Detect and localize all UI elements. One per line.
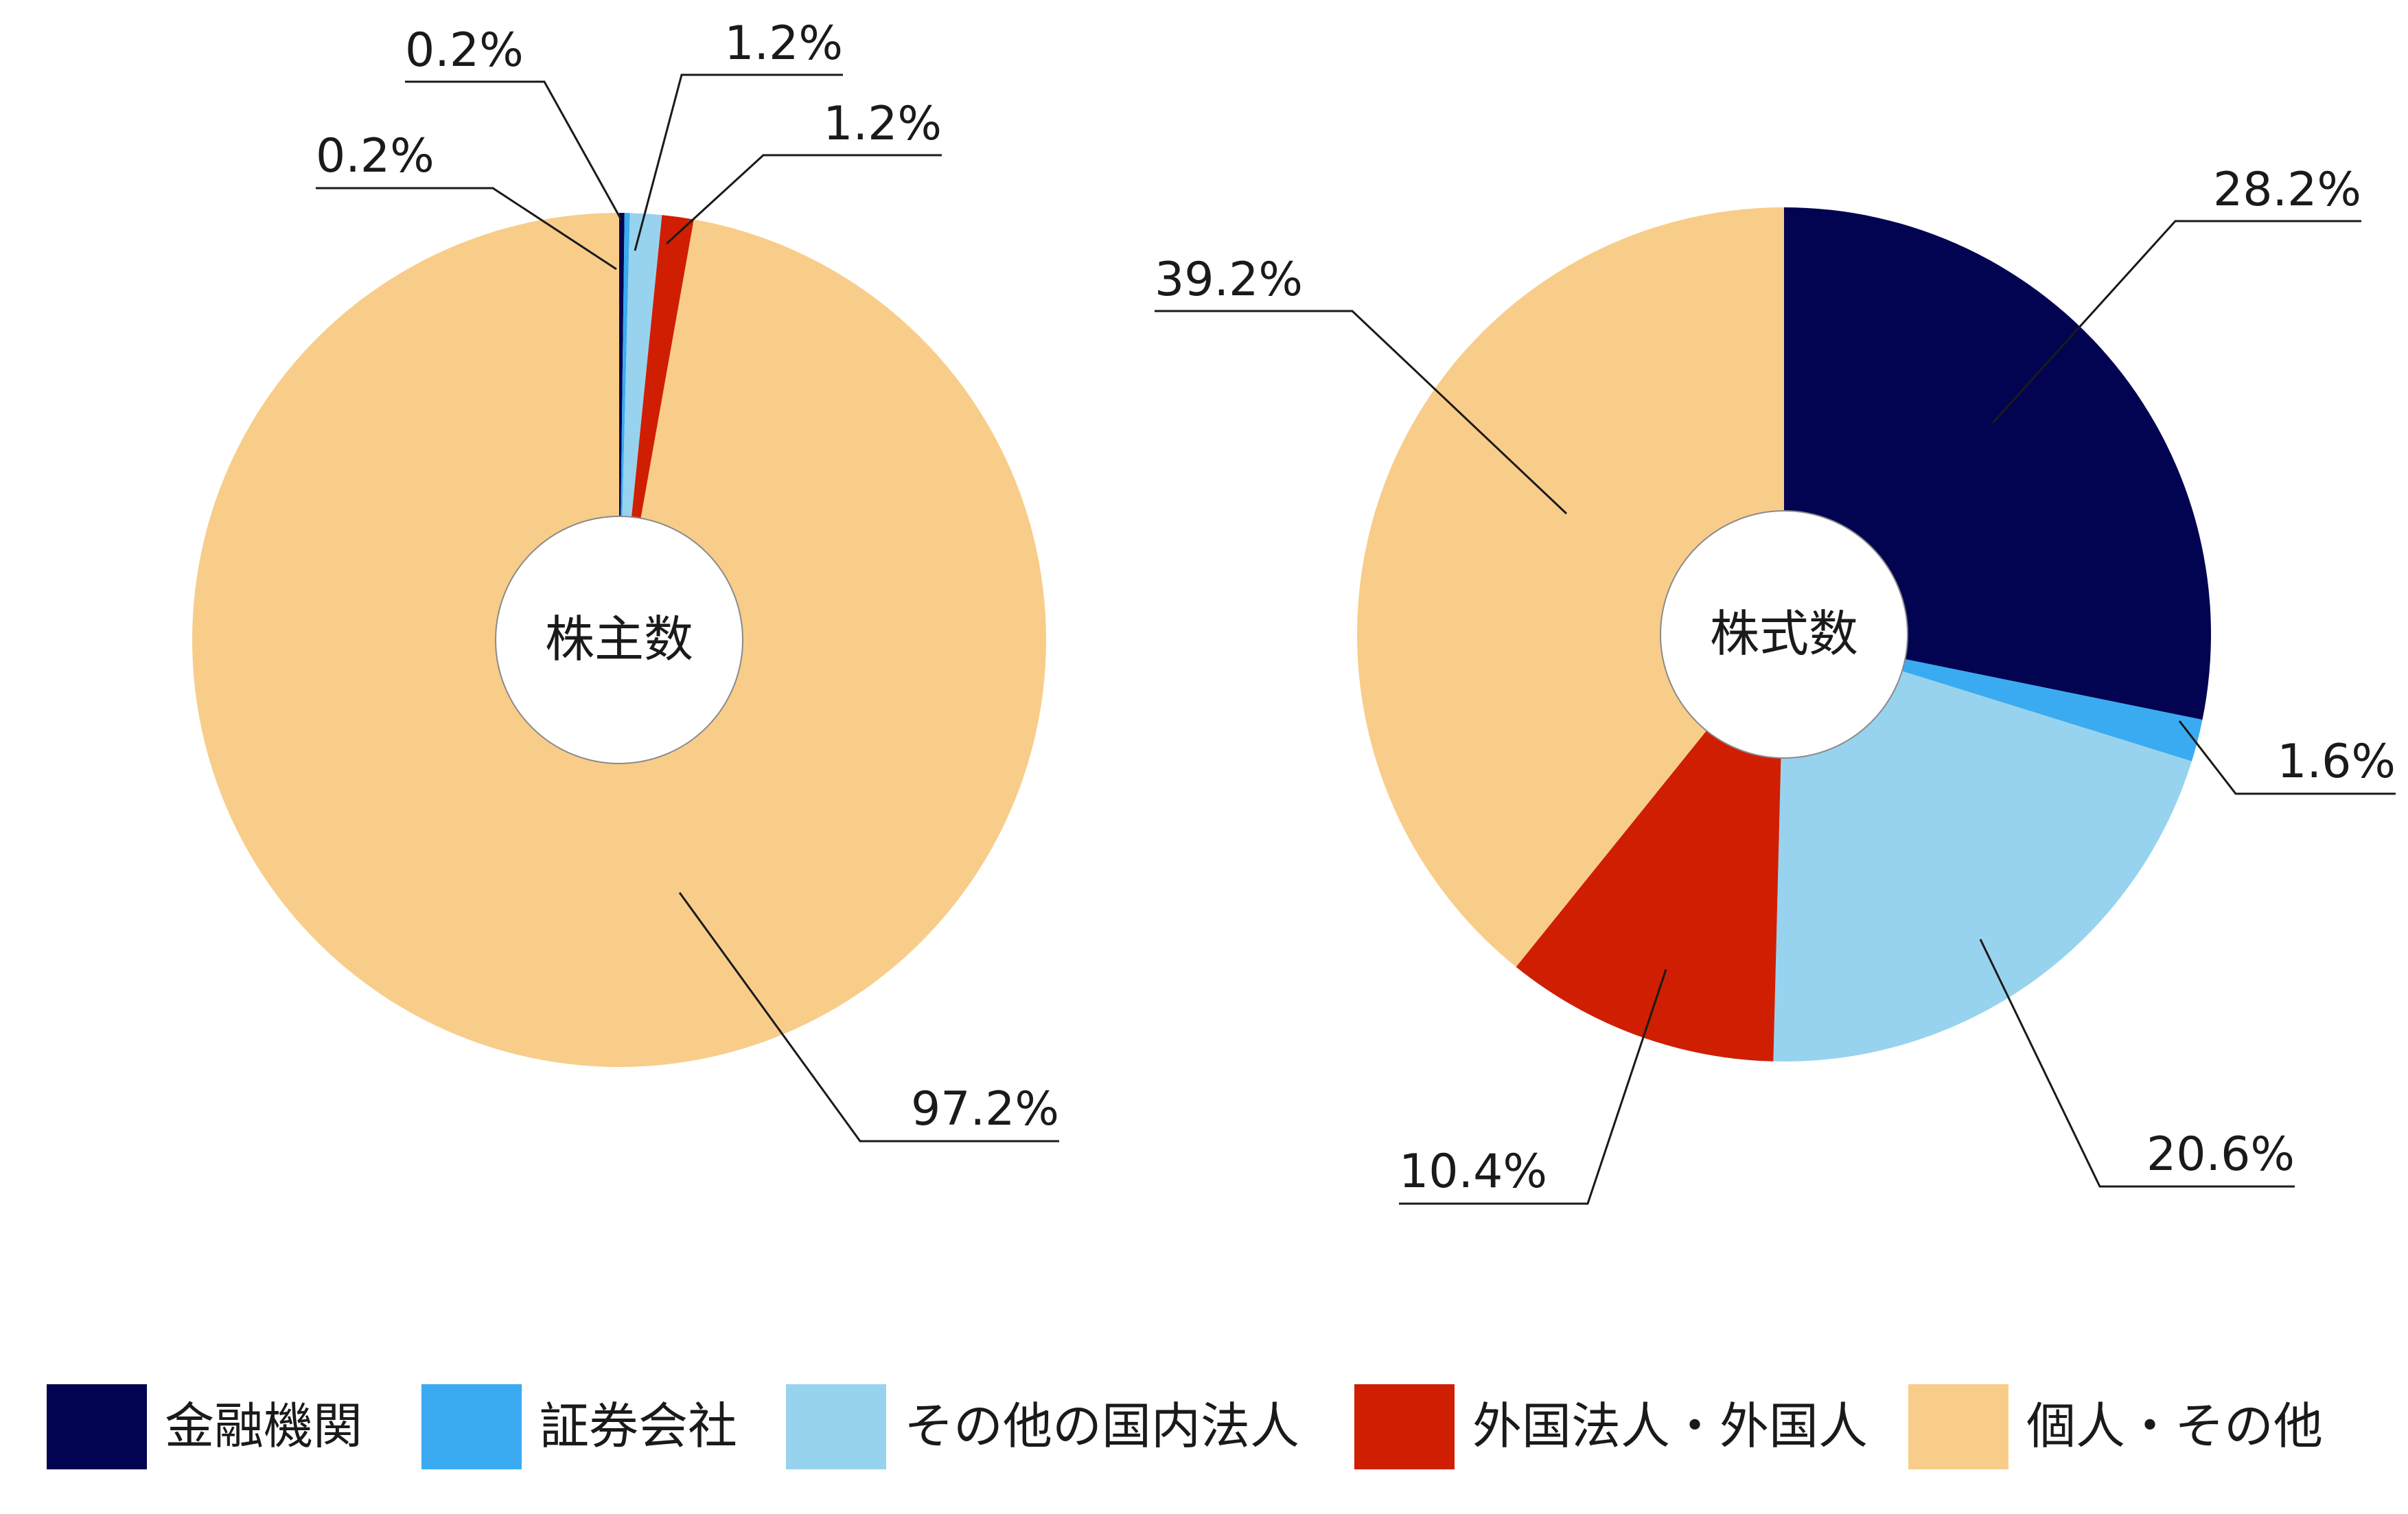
pie2-data-label: 39.2%: [1155, 253, 1303, 307]
pie2-leader-line: [1979, 939, 2295, 1188]
legend-label-3: 外国法人・外国人: [1472, 1397, 1868, 1455]
pie2-data-label: 1.6%: [2277, 735, 2396, 789]
pie1-leader-line: [405, 80, 623, 220]
legend-swatch-2: [786, 1384, 886, 1469]
pie2-leader-line: [1155, 310, 1568, 515]
pie2-leader-line: [1991, 220, 2361, 424]
legend-label-4: 個人・その他: [2026, 1397, 2323, 1455]
pie2-leader-line: [1399, 969, 1667, 1205]
legend-label-0: 金融機関: [165, 1397, 362, 1455]
pie2-slice-3: [1516, 634, 1784, 1062]
legend-swatch-4: [1908, 1384, 2008, 1469]
pie1-center-label: 株主数: [545, 610, 693, 668]
legend-swatch-1: [421, 1384, 522, 1469]
legend-swatch-3: [1354, 1384, 1455, 1469]
legend-swatch-0: [47, 1384, 147, 1469]
pie1-data-label: 1.2%: [823, 97, 942, 151]
pie1-data-label: 0.2%: [405, 23, 524, 78]
pie2-leader-line: [2178, 720, 2396, 795]
pie-chart-shareholders: 0.2% 0.2% 1.2% 1.2% 97.2% 株主数: [192, 16, 1059, 1143]
pie2-slice-2: [1773, 634, 2192, 1062]
legend-label-2: その他の国内法人: [904, 1397, 1299, 1455]
pie2-data-label: 28.2%: [2213, 163, 2361, 217]
pie2-center-hole: [1660, 510, 1908, 759]
pie1-data-label: 0.2%: [316, 129, 435, 183]
pie2-data-label: 10.4%: [1399, 1145, 1547, 1199]
pie1-leader-line: [665, 154, 942, 245]
pie1-leader-line: [634, 73, 843, 251]
pie1-data-label: 1.2%: [724, 16, 843, 71]
pie2-data-label: 20.6%: [2146, 1127, 2295, 1182]
pie1-data-label: 97.2%: [911, 1082, 1059, 1136]
pie1-leader-line: [316, 187, 617, 271]
pie2-center-label: 株式数: [1710, 605, 1858, 663]
pie-chart-shares: 28.2% 1.6% 20.6% 10.4% 39.2% 株式数: [1155, 163, 2396, 1205]
pie1-center-hole: [495, 516, 743, 764]
legend-label-1: 証券会社: [540, 1397, 737, 1455]
pie2-slice-4: [1357, 207, 1784, 967]
pie1-leader-line: [678, 892, 1059, 1143]
legend: 金融機関 証券会社 その他の国内法人 外国法人・外国人 個人・その他: [47, 1384, 2323, 1469]
